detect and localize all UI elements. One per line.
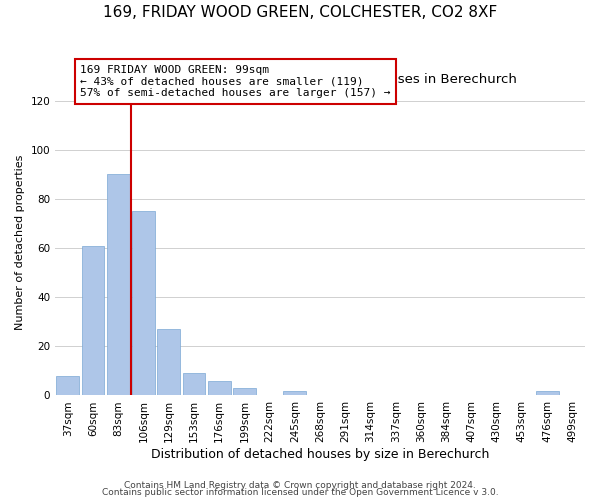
- Text: Contains public sector information licensed under the Open Government Licence v : Contains public sector information licen…: [101, 488, 499, 497]
- Bar: [182, 374, 205, 396]
- Bar: [56, 376, 79, 396]
- Title: Size of property relative to detached houses in Berechurch: Size of property relative to detached ho…: [123, 73, 517, 86]
- Bar: [233, 388, 256, 396]
- Bar: [107, 174, 130, 396]
- Bar: [132, 211, 155, 396]
- Text: Contains HM Land Registry data © Crown copyright and database right 2024.: Contains HM Land Registry data © Crown c…: [124, 480, 476, 490]
- Text: 169, FRIDAY WOOD GREEN, COLCHESTER, CO2 8XF: 169, FRIDAY WOOD GREEN, COLCHESTER, CO2 …: [103, 5, 497, 20]
- Text: 169 FRIDAY WOOD GREEN: 99sqm
← 43% of detached houses are smaller (119)
57% of s: 169 FRIDAY WOOD GREEN: 99sqm ← 43% of de…: [80, 65, 391, 98]
- Bar: [536, 390, 559, 396]
- Bar: [283, 390, 306, 396]
- Y-axis label: Number of detached properties: Number of detached properties: [15, 154, 25, 330]
- X-axis label: Distribution of detached houses by size in Berechurch: Distribution of detached houses by size …: [151, 448, 489, 461]
- Bar: [157, 329, 180, 396]
- Bar: [82, 246, 104, 396]
- Bar: [208, 380, 230, 396]
